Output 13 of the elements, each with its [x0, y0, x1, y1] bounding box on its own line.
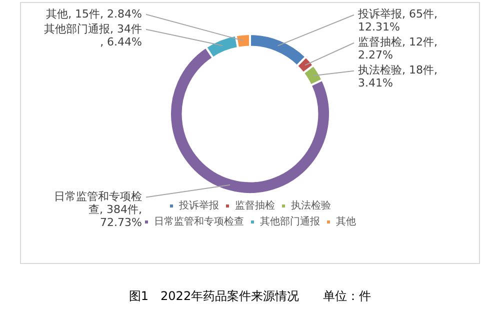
data-label: 执法检验, 18件, 3.41% [358, 64, 438, 90]
legend-label: 其他部门通报 [260, 216, 320, 228]
data-label: 其他, 15件, 2.84% [46, 7, 142, 20]
data-label: 监督抽检, 12件, 2.27% [358, 36, 438, 62]
legend-label: 监督抽检 [235, 200, 275, 212]
text: 图1 2022年药品案件来源情况 单位：件 [128, 288, 372, 305]
legend-label: 执法检验 [291, 200, 331, 212]
data-label: 投诉举报, 65件, 12.31% [357, 8, 438, 34]
data-label: 日常监管和专项检查, 384件, 72.73% [54, 190, 142, 230]
legend-label: 其他 [336, 216, 356, 228]
data-label: 其他部门通报, 34件, 6.44% [44, 22, 142, 48]
legend-label: 投诉举报 [178, 200, 219, 212]
legend-label: 日常监管和专项检查 [154, 216, 244, 228]
